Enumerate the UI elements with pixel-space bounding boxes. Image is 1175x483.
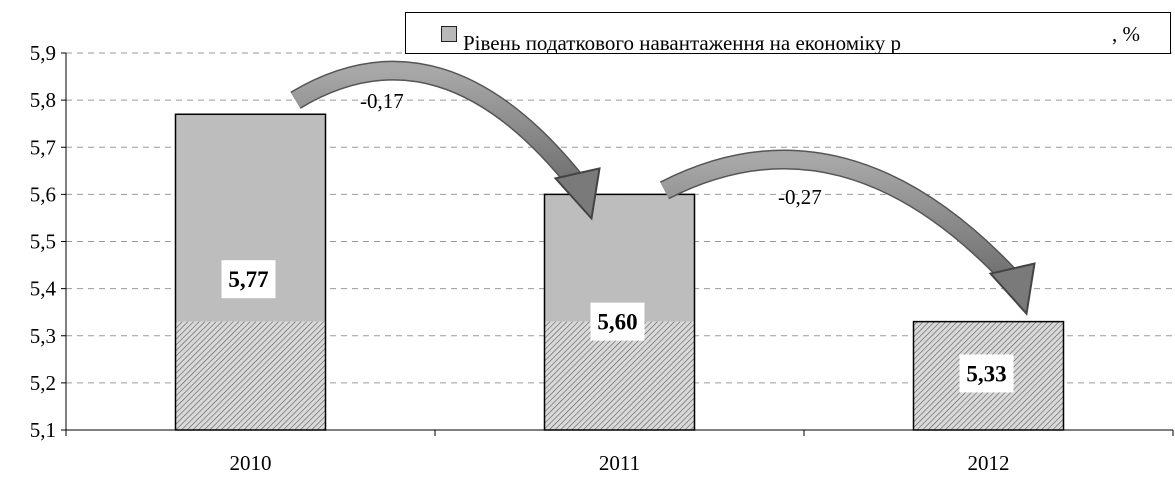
y-tick-label: 5,3 — [30, 324, 56, 348]
data-label-box — [959, 354, 1014, 393]
y-tick-label: 5,6 — [30, 182, 56, 206]
change-arrows — [290, 60, 1036, 316]
legend: Рівень податкового навантаження на еконо… — [405, 12, 1171, 54]
bar-2010 — [174, 113, 327, 431]
bar-2010-lower — [175, 321, 326, 430]
legend-series-name: Рівень податкового навантаження на еконо… — [463, 31, 902, 54]
delta-label-2010-2011: -0,17 — [360, 89, 404, 113]
y-tick-label: 5,5 — [30, 230, 56, 254]
y-tick-label: 5,2 — [30, 371, 56, 395]
x-tick-label: 2010 — [230, 451, 272, 475]
labels: 5,1 5,2 5,3 5,4 5,5 5,6 5,7 5,8 5,9 2010 5,77 2011 5… — [30, 41, 1014, 475]
x-tick-label: 2012 — [968, 451, 1010, 475]
change-arrow-2010-2011 — [290, 60, 601, 221]
data-label-2012: 5,33 — [966, 361, 1006, 386]
data-label-box — [590, 302, 645, 341]
y-tick-label: 5,7 — [30, 135, 56, 159]
bars — [174, 113, 1065, 431]
legend-unit: , % — [1112, 22, 1140, 46]
data-label-2011: 5,60 — [597, 310, 637, 335]
delta-label-2011-2012: -0,27 — [778, 185, 822, 209]
bar-2011-upper — [544, 194, 695, 322]
y-tick-label: 5,4 — [30, 277, 57, 301]
x-tick-label: 2011 — [599, 451, 640, 475]
data-label-2010: 5,77 — [228, 267, 268, 292]
y-tick-label: 5,8 — [30, 88, 56, 112]
bar-2011 — [543, 193, 696, 431]
bar-2012 — [912, 320, 1065, 431]
change-arrow-2011-2012 — [659, 149, 1036, 316]
y-tick-label: 5,9 — [30, 41, 56, 65]
legend-swatch — [441, 26, 457, 42]
y-tick-label: 5,1 — [30, 418, 56, 442]
data-label-box — [221, 260, 276, 299]
